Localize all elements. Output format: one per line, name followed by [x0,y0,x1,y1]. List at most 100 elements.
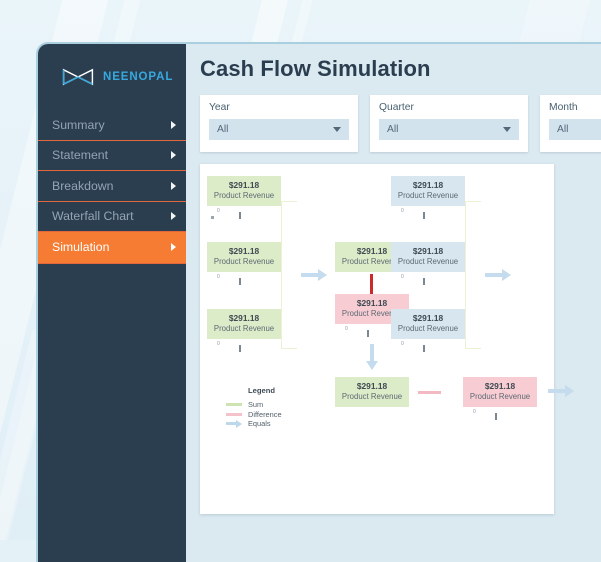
chevron-right-icon [171,121,176,129]
node-amount: $291.18 [357,247,387,257]
arrow-head [366,361,378,370]
filter-year-label: Year [209,102,349,113]
node-amount: $291.18 [357,299,387,309]
infinity-bowtie-icon [60,66,96,88]
sum-line-icon [226,403,242,406]
node-L3[interactable]: $291.18 Product Revenue [207,309,281,339]
bracket-connector-left [281,201,297,349]
arrow-head [318,269,327,281]
filter-month: Month All [540,95,601,152]
arrow-head [502,269,511,281]
filter-year-value: All [217,124,228,135]
sidebar-item-label: Statement [52,148,108,162]
bracket-connector-right [465,201,481,349]
chevron-right-icon [171,212,176,220]
node-amount: $291.18 [485,382,515,392]
chevron-right-icon [171,243,176,251]
sidebar-item-breakdown[interactable]: Breakdown [38,171,186,202]
cash-flow-diagram: $291.18 Product Revenue 0 $291.18 Produc… [200,164,554,514]
node-L1[interactable]: $291.18 Product Revenue [207,176,281,206]
node-C3[interactable]: $291.18 Product Revenue [335,377,409,407]
node-amount: $291.18 [413,247,443,257]
sidebar-item-statement[interactable]: Statement [38,141,186,172]
arrow-equals-right [485,269,511,281]
node-ticks-R3: 0 [393,341,453,355]
node-ticks-L2: 0 [209,274,269,288]
difference-connector-vertical [370,274,373,294]
arrow-shaft [370,344,373,361]
legend: Legend Sum Difference [226,386,318,429]
node-label: Product Revenue [398,191,458,200]
tick-bar [423,345,425,352]
sidebar-item-label: Waterfall Chart [52,209,134,223]
node-amount: $291.18 [413,314,443,324]
sidebar-item-simulation[interactable]: Simulation [38,232,186,263]
legend-label: Sum [248,400,263,409]
tick-zero-label: 0 [473,409,476,415]
chevron-down-icon [333,127,341,132]
difference-connector-horizontal [418,391,441,394]
sidebar-filler [38,263,186,562]
legend-entry-equals: Equals [226,419,318,429]
sidebar-item-label: Summary [52,118,105,132]
tick-zero-label: 0 [401,341,404,347]
node-amount: $291.18 [357,382,387,392]
sidebar-item-label: Simulation [52,240,109,254]
node-label: Product Revenue [214,191,274,200]
filter-quarter-value: All [387,124,398,135]
tick-bar [239,345,241,352]
tick-zero-label: 0 [345,326,348,332]
difference-line-icon [226,413,242,416]
tick-zero-label: 0 [217,208,220,214]
filter-row: Year All Quarter All Month All [200,95,601,152]
node-R1[interactable]: $291.18 Product Revenue [391,176,465,206]
tick-zero-label: 0 [401,274,404,280]
node-ticks-L1: 0 [209,208,269,222]
tick-bar [423,278,425,285]
legend-title: Legend [226,386,318,395]
brand-logo[interactable]: NEENOPAL [38,44,186,110]
tick-bar [367,330,369,337]
chevron-right-icon [171,151,176,159]
node-amount: $291.18 [229,314,259,324]
page-title: Cash Flow Simulation [200,56,601,82]
tick-dot [211,216,214,219]
filter-month-select[interactable]: All [549,119,601,140]
sidebar: NEENOPAL Summary Statement Breakdown Wat… [38,44,186,562]
filter-month-value: All [557,124,568,135]
arrow-shaft [301,273,318,276]
node-amount: $291.18 [229,247,259,257]
node-L2[interactable]: $291.18 Product Revenue [207,242,281,272]
filter-quarter: Quarter All [370,95,528,152]
sidebar-item-label: Breakdown [52,179,114,193]
filter-quarter-label: Quarter [379,102,519,113]
node-ticks-L3: 0 [209,341,269,355]
node-label: Product Revenue [398,324,458,333]
node-R3[interactable]: $291.18 Product Revenue [391,309,465,339]
tick-zero-label: 0 [217,274,220,280]
app-window: NEENOPAL Summary Statement Breakdown Wat… [36,42,601,562]
chevron-down-icon [503,127,511,132]
sidebar-item-summary[interactable]: Summary [38,110,186,141]
node-ticks-C4: 0 [465,409,525,423]
legend-label: Equals [248,419,271,428]
tick-zero-label: 0 [401,208,404,214]
arrow-shaft [485,273,502,276]
node-label: Product Revenue [342,392,402,401]
node-label: Product Revenue [398,257,458,266]
node-label: Product Revenue [470,392,530,401]
equals-arrow-icon [226,420,242,428]
sidebar-item-waterfall-chart[interactable]: Waterfall Chart [38,202,186,233]
node-C4[interactable]: $291.18 Product Revenue [463,377,537,407]
tick-bar [495,413,497,420]
node-amount: $291.18 [229,181,259,191]
node-label: Product Revenue [214,257,274,266]
node-R2[interactable]: $291.18 Product Revenue [391,242,465,272]
filter-quarter-select[interactable]: All [379,119,519,140]
legend-entry-difference: Difference [226,410,318,420]
legend-label: Difference [248,410,282,419]
chevron-right-icon [171,182,176,190]
legend-entry-sum: Sum [226,400,318,410]
tick-zero-label: 0 [217,341,220,347]
filter-year-select[interactable]: All [209,119,349,140]
